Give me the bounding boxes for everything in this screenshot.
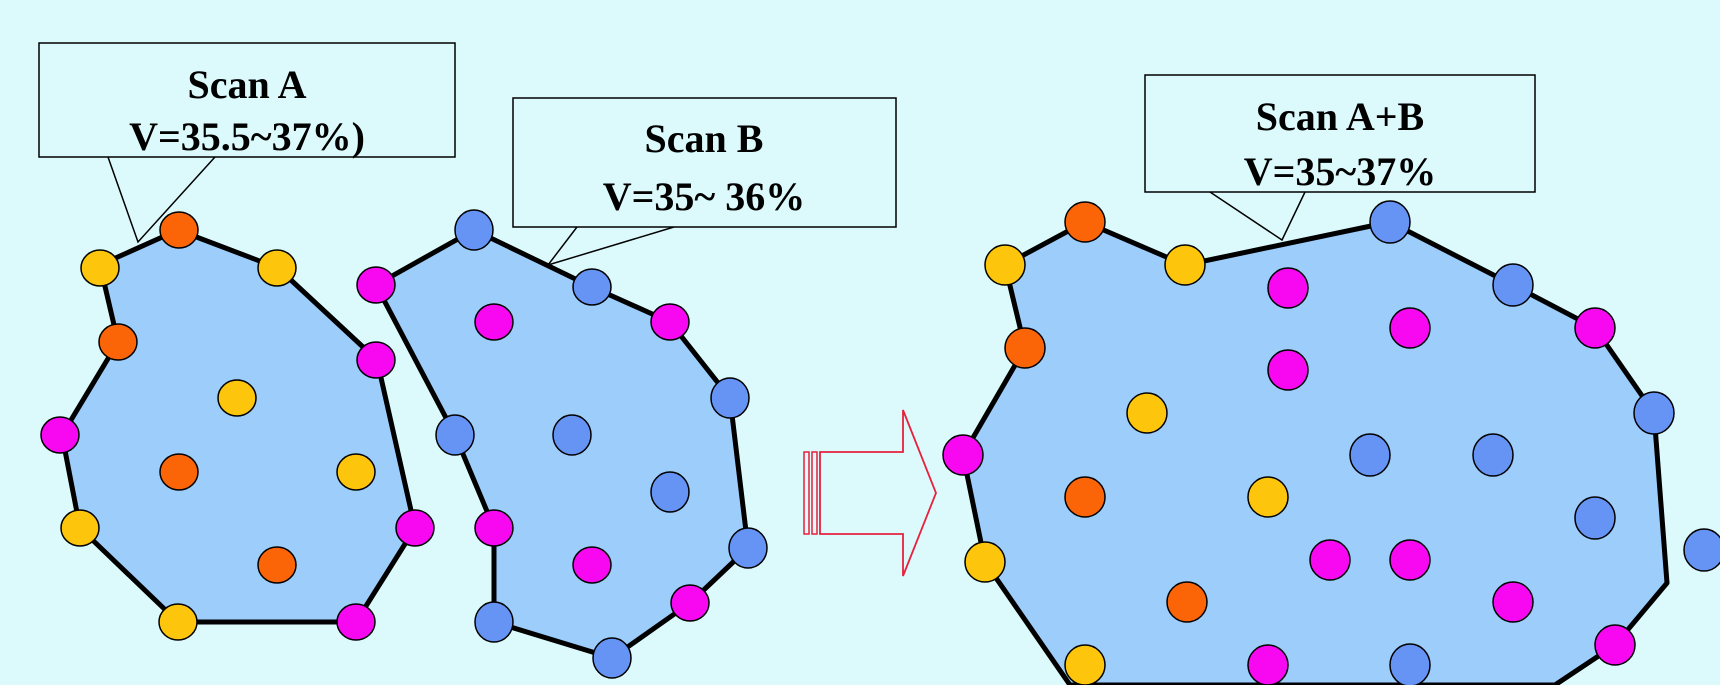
scan-ab-node bbox=[1267, 267, 1309, 309]
scan-ab-node bbox=[1492, 581, 1534, 623]
scan-b-value: V=35~ 36% bbox=[603, 174, 805, 219]
scan-ab-node bbox=[984, 244, 1026, 286]
scan-b-node bbox=[572, 546, 612, 584]
scan-b-node bbox=[474, 601, 514, 643]
scan-ab-node bbox=[1064, 201, 1106, 243]
scan-ab-node bbox=[1064, 644, 1106, 685]
scan-b-node bbox=[454, 209, 494, 251]
scan-b-node bbox=[552, 414, 592, 456]
scan-ab-node bbox=[1574, 307, 1616, 349]
scan-a-value: V=35.5~37%) bbox=[129, 114, 365, 159]
scan-ab-node bbox=[1683, 528, 1720, 572]
callout-box bbox=[1144, 74, 1536, 193]
scan-ab-node bbox=[1309, 539, 1351, 581]
scan-b-node bbox=[356, 266, 396, 304]
scan-ab-title: Scan A+B bbox=[1256, 94, 1424, 139]
scan-b-node bbox=[435, 414, 475, 456]
arrow-stripe bbox=[803, 451, 810, 535]
callout-box bbox=[38, 42, 456, 158]
scan-ab-node bbox=[1389, 307, 1431, 349]
scan-ab-node bbox=[1166, 581, 1208, 623]
scan-a-node bbox=[257, 249, 297, 287]
scan-b-title: Scan B bbox=[645, 116, 764, 161]
scan-ab-node bbox=[1349, 433, 1391, 477]
scan-ab-node bbox=[1574, 496, 1616, 540]
scan-ab-node bbox=[1389, 643, 1431, 685]
scan-a-node bbox=[60, 509, 100, 547]
arrow-body bbox=[819, 409, 937, 577]
scan-a-node bbox=[158, 603, 198, 641]
scan-ab-node bbox=[1389, 539, 1431, 581]
scan-ab-node bbox=[1267, 349, 1309, 391]
scan-a-group bbox=[40, 211, 435, 641]
scan-a-title: Scan A bbox=[188, 62, 307, 107]
scan-a-node bbox=[257, 546, 297, 584]
scan-ab-node bbox=[1247, 644, 1289, 685]
scan-ab-node bbox=[1126, 392, 1168, 434]
scan-ab-node bbox=[1594, 624, 1636, 666]
callout-pointer bbox=[545, 226, 675, 267]
scan-b-group bbox=[356, 209, 768, 679]
scan-a-node bbox=[336, 453, 376, 491]
scan-b-node bbox=[592, 637, 632, 679]
scan-a-node bbox=[98, 323, 138, 361]
scan-a-node bbox=[356, 341, 396, 379]
scan-ab-node bbox=[1472, 433, 1514, 477]
scan-b-node bbox=[650, 471, 690, 513]
scan-a-node bbox=[159, 453, 199, 491]
scan-ab-node bbox=[1633, 391, 1675, 435]
scan-a-node bbox=[217, 379, 257, 417]
scan-ab-node bbox=[1369, 200, 1411, 244]
scan-b-node bbox=[474, 303, 514, 341]
scan-a-node bbox=[159, 211, 199, 249]
scan-a-callout: Scan A V=35.5~37%) bbox=[38, 42, 456, 244]
scan-a-node bbox=[395, 509, 435, 547]
scan-ab-group bbox=[942, 200, 1720, 685]
scan-ab-callout: Scan A+B V=35~37% bbox=[1144, 74, 1536, 242]
scan-b-node bbox=[670, 584, 710, 622]
scan-b-callout: Scan B V=35~ 36% bbox=[512, 97, 897, 267]
scan-ab-node bbox=[1492, 263, 1534, 307]
callout-box bbox=[512, 97, 897, 228]
scan-ab-node bbox=[964, 541, 1006, 583]
callout-pointer bbox=[1209, 191, 1306, 242]
scan-b-node bbox=[474, 509, 514, 547]
scan-ab-node bbox=[1247, 476, 1289, 518]
scan-ab-region bbox=[960, 219, 1670, 685]
scan-ab-node bbox=[1064, 476, 1106, 518]
scan-a-node bbox=[80, 249, 120, 287]
scan-ab-value: V=35~37% bbox=[1244, 149, 1436, 194]
scan-b-node bbox=[728, 527, 768, 569]
scan-b-node bbox=[710, 377, 750, 419]
scan-a-node bbox=[336, 603, 376, 641]
scan-ab-node bbox=[1004, 327, 1046, 369]
scan-b-node bbox=[650, 303, 690, 341]
scan-b-node bbox=[572, 268, 612, 306]
scan-ab-node bbox=[942, 434, 984, 476]
hollow-right-arrow-icon bbox=[803, 409, 937, 577]
callout-pointer bbox=[107, 156, 216, 244]
arrow-stripe bbox=[811, 451, 818, 535]
scan-ab-node bbox=[1164, 244, 1206, 286]
scan-a-node bbox=[40, 416, 80, 454]
